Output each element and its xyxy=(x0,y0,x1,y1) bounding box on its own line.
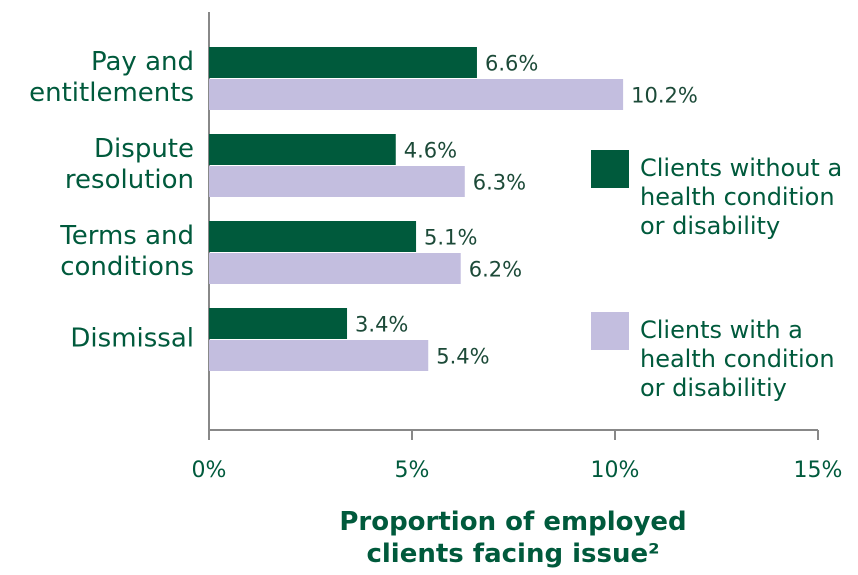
value-label: 6.2% xyxy=(469,258,522,282)
category-label: Terms and conditions xyxy=(60,221,194,282)
x-tick-label: 15% xyxy=(794,458,843,483)
bar xyxy=(209,253,461,284)
bar xyxy=(209,166,465,197)
x-tick-label: 0% xyxy=(192,458,227,483)
x-tick-label: 10% xyxy=(591,458,640,483)
legend-label: Clients without a health condition or di… xyxy=(640,154,843,240)
bar xyxy=(209,47,477,78)
value-label: 3.4% xyxy=(355,313,408,337)
x-axis-title: Proportion of employed clients facing is… xyxy=(339,507,687,569)
legend-swatch xyxy=(591,312,629,350)
value-label: 6.3% xyxy=(473,171,526,195)
category-label: Dismissal xyxy=(70,323,194,354)
value-label: 5.1% xyxy=(424,226,477,250)
value-label: 5.4% xyxy=(436,345,489,369)
bar xyxy=(209,79,624,110)
bar xyxy=(209,308,348,339)
value-label: 6.6% xyxy=(485,52,538,76)
x-tick-label: 5% xyxy=(395,458,430,483)
category-label: Pay and entitlements xyxy=(29,47,194,108)
value-label: 4.6% xyxy=(404,139,457,163)
category-label: Dispute resolution xyxy=(64,134,194,195)
value-label: 10.2% xyxy=(631,84,698,108)
bar xyxy=(209,221,417,252)
legend-swatch xyxy=(591,150,629,188)
legend-label: Clients with a health condition or disab… xyxy=(640,316,835,402)
bar xyxy=(209,134,396,165)
bar xyxy=(209,340,429,371)
